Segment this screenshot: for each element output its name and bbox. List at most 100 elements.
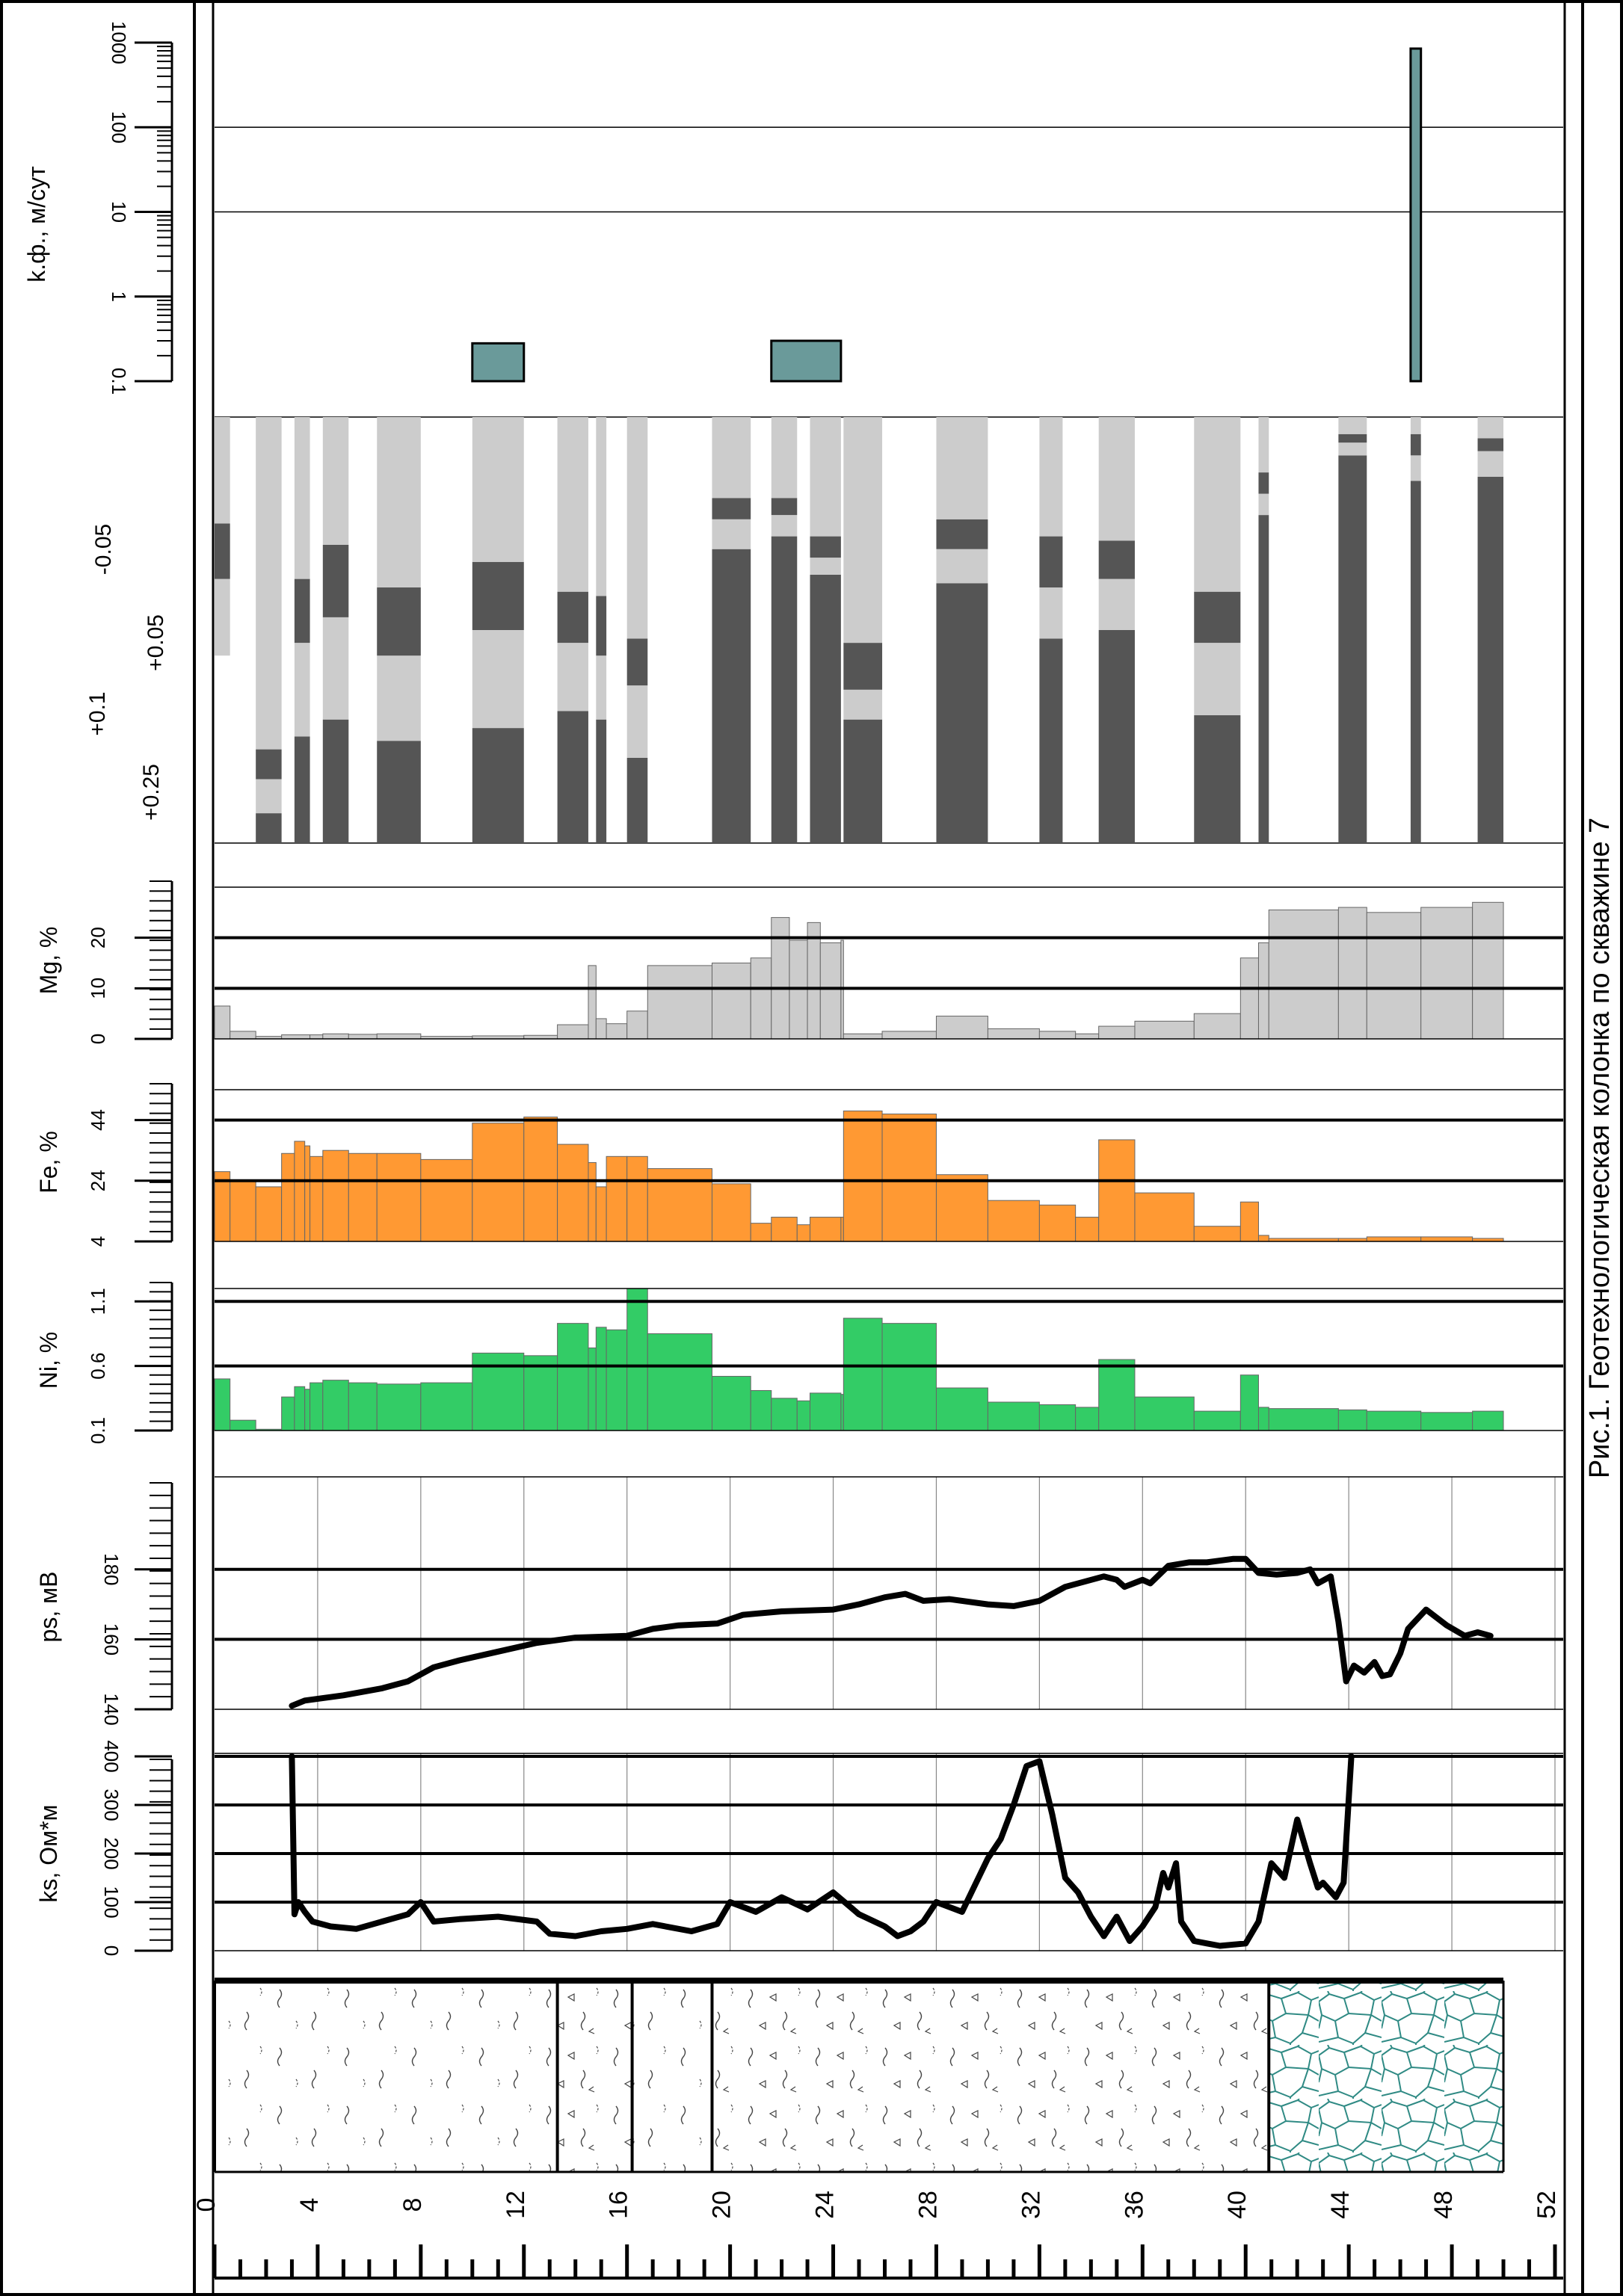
ni-tick-label: 0.6 xyxy=(87,1353,109,1380)
ni-bar xyxy=(987,1401,1040,1431)
fraction-segment xyxy=(936,417,988,519)
fe-bar xyxy=(304,1145,311,1242)
fraction-segment xyxy=(810,417,841,537)
mg-bar xyxy=(771,917,790,1040)
fraction-segment xyxy=(472,728,524,843)
mg-bar xyxy=(807,922,821,1040)
lithology-layer xyxy=(632,1981,712,2172)
mg-bar xyxy=(1193,1013,1241,1040)
fe-bar xyxy=(1038,1204,1077,1242)
mg-bar xyxy=(606,1023,628,1040)
fraction-segment xyxy=(472,630,524,729)
fraction-segment xyxy=(256,417,282,750)
kf-bar xyxy=(770,339,843,383)
fe-bar xyxy=(626,1155,648,1242)
fraction-label-plus005: +0.05 xyxy=(144,614,168,671)
mg-tick-label: 0 xyxy=(87,1034,109,1044)
lithology-panel xyxy=(213,1978,1505,2173)
fraction-segment xyxy=(557,417,588,592)
depth-tick-label: 40 xyxy=(1223,2191,1251,2219)
ni-bar xyxy=(557,1323,589,1431)
mg-bar xyxy=(819,942,842,1040)
kf-bar xyxy=(1409,47,1423,383)
fraction-segment xyxy=(936,583,988,843)
fraction-segment xyxy=(1098,417,1135,541)
depth-tick-label: 52 xyxy=(1533,2191,1561,2219)
ps-curve xyxy=(289,1555,1494,1709)
depth-tick-label: 4 xyxy=(295,2198,324,2212)
fraction-segment xyxy=(1477,451,1504,477)
ni-axis-title: Ni, % xyxy=(35,1332,62,1389)
fraction-segment xyxy=(712,417,751,499)
kf-tick-label: 100 xyxy=(108,111,130,144)
ni-tick-label: 1.1 xyxy=(87,1288,109,1315)
ks-curve xyxy=(289,1753,1355,1949)
ni-bar xyxy=(230,1419,256,1431)
ni-bar xyxy=(281,1396,295,1431)
ni-bar xyxy=(881,1323,937,1431)
mg-bar xyxy=(935,1016,988,1040)
fraction-segment xyxy=(256,779,282,814)
fe-bar xyxy=(987,1200,1040,1242)
fe-bar xyxy=(281,1152,295,1242)
fe-bar xyxy=(606,1155,628,1242)
ni-bar xyxy=(294,1386,306,1431)
ni-bar xyxy=(309,1382,324,1431)
mg-bar xyxy=(322,1033,349,1040)
depth-tick-label: 44 xyxy=(1326,2191,1355,2219)
fraction-segment xyxy=(294,417,310,579)
fraction-segment xyxy=(596,596,607,656)
ps-tick-label: 180 xyxy=(100,1553,123,1585)
depth-tick-label: 24 xyxy=(811,2191,840,2219)
ni-bar xyxy=(647,1333,712,1431)
fraction-segment xyxy=(1410,433,1421,456)
fe-bar xyxy=(1257,1235,1269,1242)
kf-axis-title: k.ф., м/сут xyxy=(23,166,50,283)
fe-bar xyxy=(255,1186,283,1242)
mg-bar xyxy=(557,1024,589,1040)
ks-panel: 0 100 200 300 400 xyxy=(100,1740,1563,1956)
fe-bar xyxy=(711,1183,751,1242)
ni-bar xyxy=(420,1382,473,1431)
fraction-segment xyxy=(712,519,751,549)
kf-tick-label: 1 xyxy=(108,291,130,302)
ni-bar xyxy=(796,1400,811,1431)
lithology-layer xyxy=(1269,1981,1504,2172)
depth-tick-label: 16 xyxy=(605,2191,633,2219)
fe-bar xyxy=(843,1110,883,1242)
fraction-segment xyxy=(810,574,841,843)
mg-tick-label: 10 xyxy=(87,978,109,999)
fe-bar xyxy=(1366,1236,1422,1242)
fraction-label-plus01: +0.1 xyxy=(85,691,110,735)
fraction-segment xyxy=(1410,481,1421,843)
ni-panel: 0.1 0.6 1.1 xyxy=(87,1282,1563,1444)
ni-bar xyxy=(1420,1412,1473,1431)
fe-bar xyxy=(1075,1217,1100,1242)
depth-axis: 0 4 8 12 16 20 24 28 32 36 40 44 48 52 xyxy=(192,2191,1563,2280)
mg-panel: 0 10 20 xyxy=(87,880,1563,1044)
mg-bar xyxy=(843,1033,883,1040)
ni-bar xyxy=(1337,1409,1367,1431)
mg-bar xyxy=(309,1034,324,1040)
fraction-segment xyxy=(771,417,798,499)
fe-bar xyxy=(810,1217,842,1242)
ni-bar xyxy=(606,1329,628,1431)
fe-bar xyxy=(935,1174,988,1242)
kf-panel: 0.1 1 10 100 1000 xyxy=(108,21,1563,395)
fraction-segment xyxy=(322,617,349,720)
mg-bar xyxy=(1075,1033,1100,1040)
fraction-label-plus025: +0.25 xyxy=(139,764,164,821)
ni-bar xyxy=(843,1318,883,1431)
fraction-segment xyxy=(1039,587,1063,639)
fraction-segment xyxy=(472,561,524,630)
fraction-panel xyxy=(215,416,1563,844)
fraction-segment xyxy=(1338,417,1367,434)
fraction-segment xyxy=(1477,417,1504,439)
fe-bar xyxy=(523,1117,558,1242)
plot-frame xyxy=(212,0,1566,2296)
ni-bar xyxy=(840,1394,844,1431)
fraction-segment xyxy=(1338,455,1367,843)
ni-bar xyxy=(595,1327,607,1431)
fraction-segment xyxy=(936,519,988,549)
